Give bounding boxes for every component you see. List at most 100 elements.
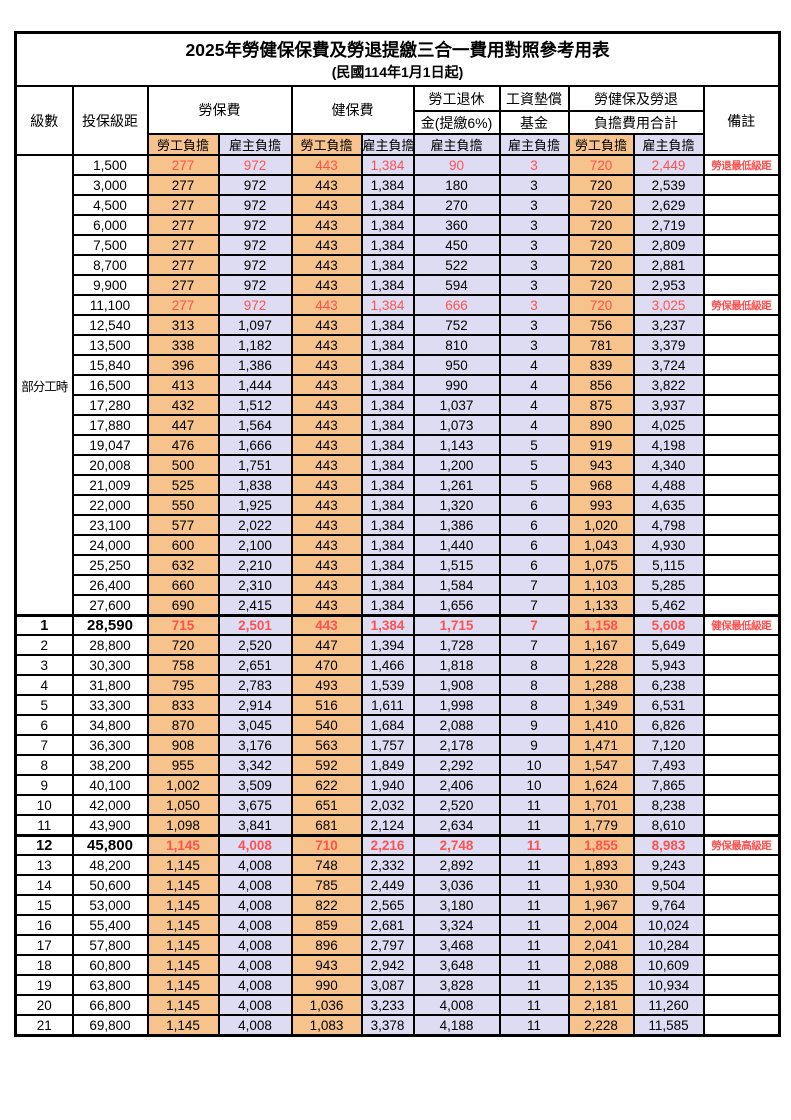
labor-employee-cell: 413 bbox=[146, 374, 220, 397]
bracket-cell: 63,800 bbox=[71, 974, 149, 997]
table-row: 部分工時 1,500 277 972 443 1,384 90 3 720 2,449 勞退最低級距 bbox=[14, 154, 781, 617]
health-employee-cell: 822 bbox=[290, 894, 363, 917]
health-employer-cell: 1,384 bbox=[360, 514, 415, 537]
health-employee-cell: 470 bbox=[290, 654, 363, 677]
note-cell bbox=[702, 494, 781, 517]
note-cell bbox=[702, 914, 781, 937]
level-cell: 1 bbox=[14, 613, 74, 637]
health-employer-cell: 1,384 bbox=[360, 574, 415, 597]
labor-employer-cell: 3,176 bbox=[217, 734, 293, 757]
labor-employee-cell: 396 bbox=[146, 354, 220, 377]
total-employee-cell: 2,181 bbox=[567, 994, 635, 1017]
col-header-note: 備註 bbox=[702, 85, 781, 157]
pension-employer-cell: 1,261 bbox=[412, 474, 501, 497]
wage-fund-employer-cell: 8 bbox=[498, 694, 570, 717]
health-employer-cell: 1,384 bbox=[360, 294, 415, 317]
table-row: 6 34,800 870 3,045 540 1,684 2,088 9 1,410 6,826 bbox=[14, 714, 781, 737]
note-cell bbox=[702, 434, 781, 457]
labor-employee-cell: 432 bbox=[146, 394, 220, 417]
health-employer-cell: 1,384 bbox=[360, 194, 415, 217]
note-cell bbox=[702, 854, 781, 877]
pension-employer-cell: 594 bbox=[412, 274, 501, 297]
pension-employer-cell: 1,728 bbox=[412, 634, 501, 657]
wage-fund-employer-cell: 11 bbox=[498, 814, 570, 837]
labor-employer-cell: 4,008 bbox=[217, 914, 293, 937]
bracket-cell: 31,800 bbox=[71, 674, 149, 697]
wage-fund-employer-cell: 11 bbox=[498, 974, 570, 997]
health-employer-cell: 2,332 bbox=[360, 854, 415, 877]
pension-employer-cell: 3,468 bbox=[412, 934, 501, 957]
total-employee-cell: 1,893 bbox=[567, 854, 635, 877]
wage-fund-employer-cell: 11 bbox=[498, 954, 570, 977]
note-cell bbox=[702, 254, 781, 277]
total-employee-cell: 1,075 bbox=[567, 554, 635, 577]
labor-employee-cell: 1,145 bbox=[146, 894, 220, 917]
table-row: 6,000 277 972 443 1,384 360 3 720 2,719 bbox=[16, 214, 781, 237]
health-employer-cell: 1,384 bbox=[360, 434, 415, 457]
total-employer-cell: 10,284 bbox=[632, 934, 705, 957]
total-employee-cell: 968 bbox=[567, 474, 635, 497]
note-cell bbox=[702, 454, 781, 477]
health-employee-cell: 443 bbox=[290, 354, 363, 377]
labor-employer-cell: 4,008 bbox=[217, 1014, 293, 1037]
labor-employee-cell: 500 bbox=[146, 454, 220, 477]
total-employer-cell: 2,719 bbox=[632, 214, 705, 237]
note-cell bbox=[702, 394, 781, 417]
total-employer-cell: 10,024 bbox=[632, 914, 705, 937]
total-employer-cell: 4,198 bbox=[632, 434, 705, 457]
labor-employee-cell: 1,145 bbox=[146, 833, 220, 857]
pension-employer-cell: 2,292 bbox=[412, 754, 501, 777]
health-employer-cell: 2,216 bbox=[360, 833, 415, 857]
wage-fund-employer-cell: 5 bbox=[498, 434, 570, 457]
health-employer-cell: 2,449 bbox=[360, 874, 415, 897]
total-employee-cell: 2,088 bbox=[567, 954, 635, 977]
bracket-cell: 30,300 bbox=[71, 654, 149, 677]
pension-employer-cell: 3,828 bbox=[412, 974, 501, 997]
table-row: 17,880 447 1,564 443 1,384 1,073 4 890 4,025 bbox=[16, 414, 781, 437]
labor-employee-cell: 632 bbox=[146, 554, 220, 577]
bracket-cell: 66,800 bbox=[71, 994, 149, 1017]
pension-employer-cell: 1,386 bbox=[412, 514, 501, 537]
labor-employee-cell: 1,145 bbox=[146, 994, 220, 1017]
labor-employer-cell: 4,008 bbox=[217, 954, 293, 977]
health-employer-cell: 1,384 bbox=[360, 274, 415, 297]
wage-fund-employer-cell: 9 bbox=[498, 714, 570, 737]
total-employee-cell: 720 bbox=[567, 274, 635, 297]
total-employee-cell: 2,135 bbox=[567, 974, 635, 997]
total-employer-cell: 5,115 bbox=[632, 554, 705, 577]
note-cell: 勞退最低級距 bbox=[702, 154, 781, 177]
health-employer-cell: 1,384 bbox=[360, 534, 415, 557]
health-employer-cell: 2,681 bbox=[360, 914, 415, 937]
total-employer-cell: 3,937 bbox=[632, 394, 705, 417]
level-cell: 20 bbox=[14, 994, 74, 1017]
table-row: 20 66,800 1,145 4,008 1,036 3,233 4,008 11 2,181… bbox=[14, 994, 781, 1017]
col-header-pension-line1: 勞工退休 bbox=[412, 85, 501, 113]
total-employer-cell: 11,585 bbox=[632, 1014, 705, 1037]
note-cell bbox=[702, 174, 781, 197]
note-cell bbox=[702, 634, 781, 657]
note-cell bbox=[702, 1014, 781, 1037]
labor-employee-cell: 795 bbox=[146, 674, 220, 697]
labor-employer-cell: 2,310 bbox=[217, 574, 293, 597]
total-employee-cell: 1,228 bbox=[567, 654, 635, 677]
level-cell: 11 bbox=[14, 814, 74, 837]
subheader-health-employer: 雇主負擔 bbox=[360, 133, 415, 157]
labor-employee-cell: 1,145 bbox=[146, 874, 220, 897]
total-employer-cell: 7,865 bbox=[632, 774, 705, 797]
labor-employee-cell: 1,002 bbox=[146, 774, 220, 797]
bracket-cell: 24,000 bbox=[71, 534, 149, 557]
health-employee-cell: 859 bbox=[290, 914, 363, 937]
table-row: 17 57,800 1,145 4,008 896 2,797 3,468 11 2,041 10… bbox=[14, 934, 781, 957]
pension-employer-cell: 4,008 bbox=[412, 994, 501, 1017]
labor-employer-cell: 4,008 bbox=[217, 874, 293, 897]
pension-employer-cell: 810 bbox=[412, 334, 501, 357]
level-cell: 12 bbox=[14, 833, 74, 857]
wage-fund-employer-cell: 11 bbox=[498, 934, 570, 957]
health-employee-cell: 443 bbox=[290, 314, 363, 337]
labor-employer-cell: 1,182 bbox=[217, 334, 293, 357]
bracket-cell: 28,800 bbox=[71, 634, 149, 657]
level-cell: 5 bbox=[14, 694, 74, 717]
health-employee-cell: 443 bbox=[290, 194, 363, 217]
wage-fund-employer-cell: 7 bbox=[498, 613, 570, 637]
